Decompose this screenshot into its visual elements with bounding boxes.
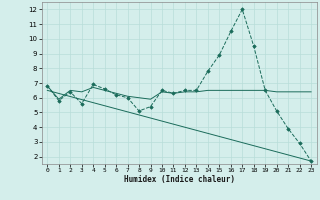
X-axis label: Humidex (Indice chaleur): Humidex (Indice chaleur) — [124, 175, 235, 184]
